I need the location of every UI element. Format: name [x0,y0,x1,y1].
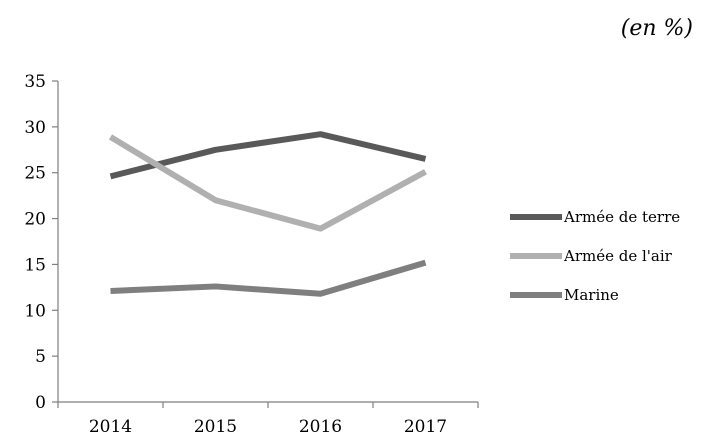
y-tick-label: 25 [24,164,46,184]
legend-label-0: Armée de terre [563,208,680,226]
series-line-1 [108,134,427,232]
unit-note: (en %) [620,16,693,41]
y-tick-label: 20 [24,210,46,230]
y-tick-label: 15 [24,255,46,275]
x-tick-label: 2017 [404,417,447,437]
x-tick-label: 2016 [299,417,342,437]
legend-label-1: Armée de l'air [563,247,673,265]
y-tick-label: 10 [24,301,46,321]
x-axis-ticks: 2014 2015 2016 2017 [57,402,479,437]
y-tick-label: 0 [35,393,46,413]
legend: Armée de terre Armée de l'air Marine [510,208,680,304]
y-tick-label: 30 [24,118,46,138]
y-tick-label: 35 [24,72,46,92]
series-line-2 [110,259,427,297]
y-tick-label: 5 [35,347,46,367]
y-axis-ticks: 0 5 10 15 20 25 30 35 [24,72,58,413]
series-line-0 [109,131,427,180]
chart-axes [57,81,478,403]
series-lines [108,131,427,297]
x-tick-label: 2014 [89,417,132,437]
legend-label-2: Marine [564,286,619,304]
x-tick-label: 2015 [194,417,237,437]
